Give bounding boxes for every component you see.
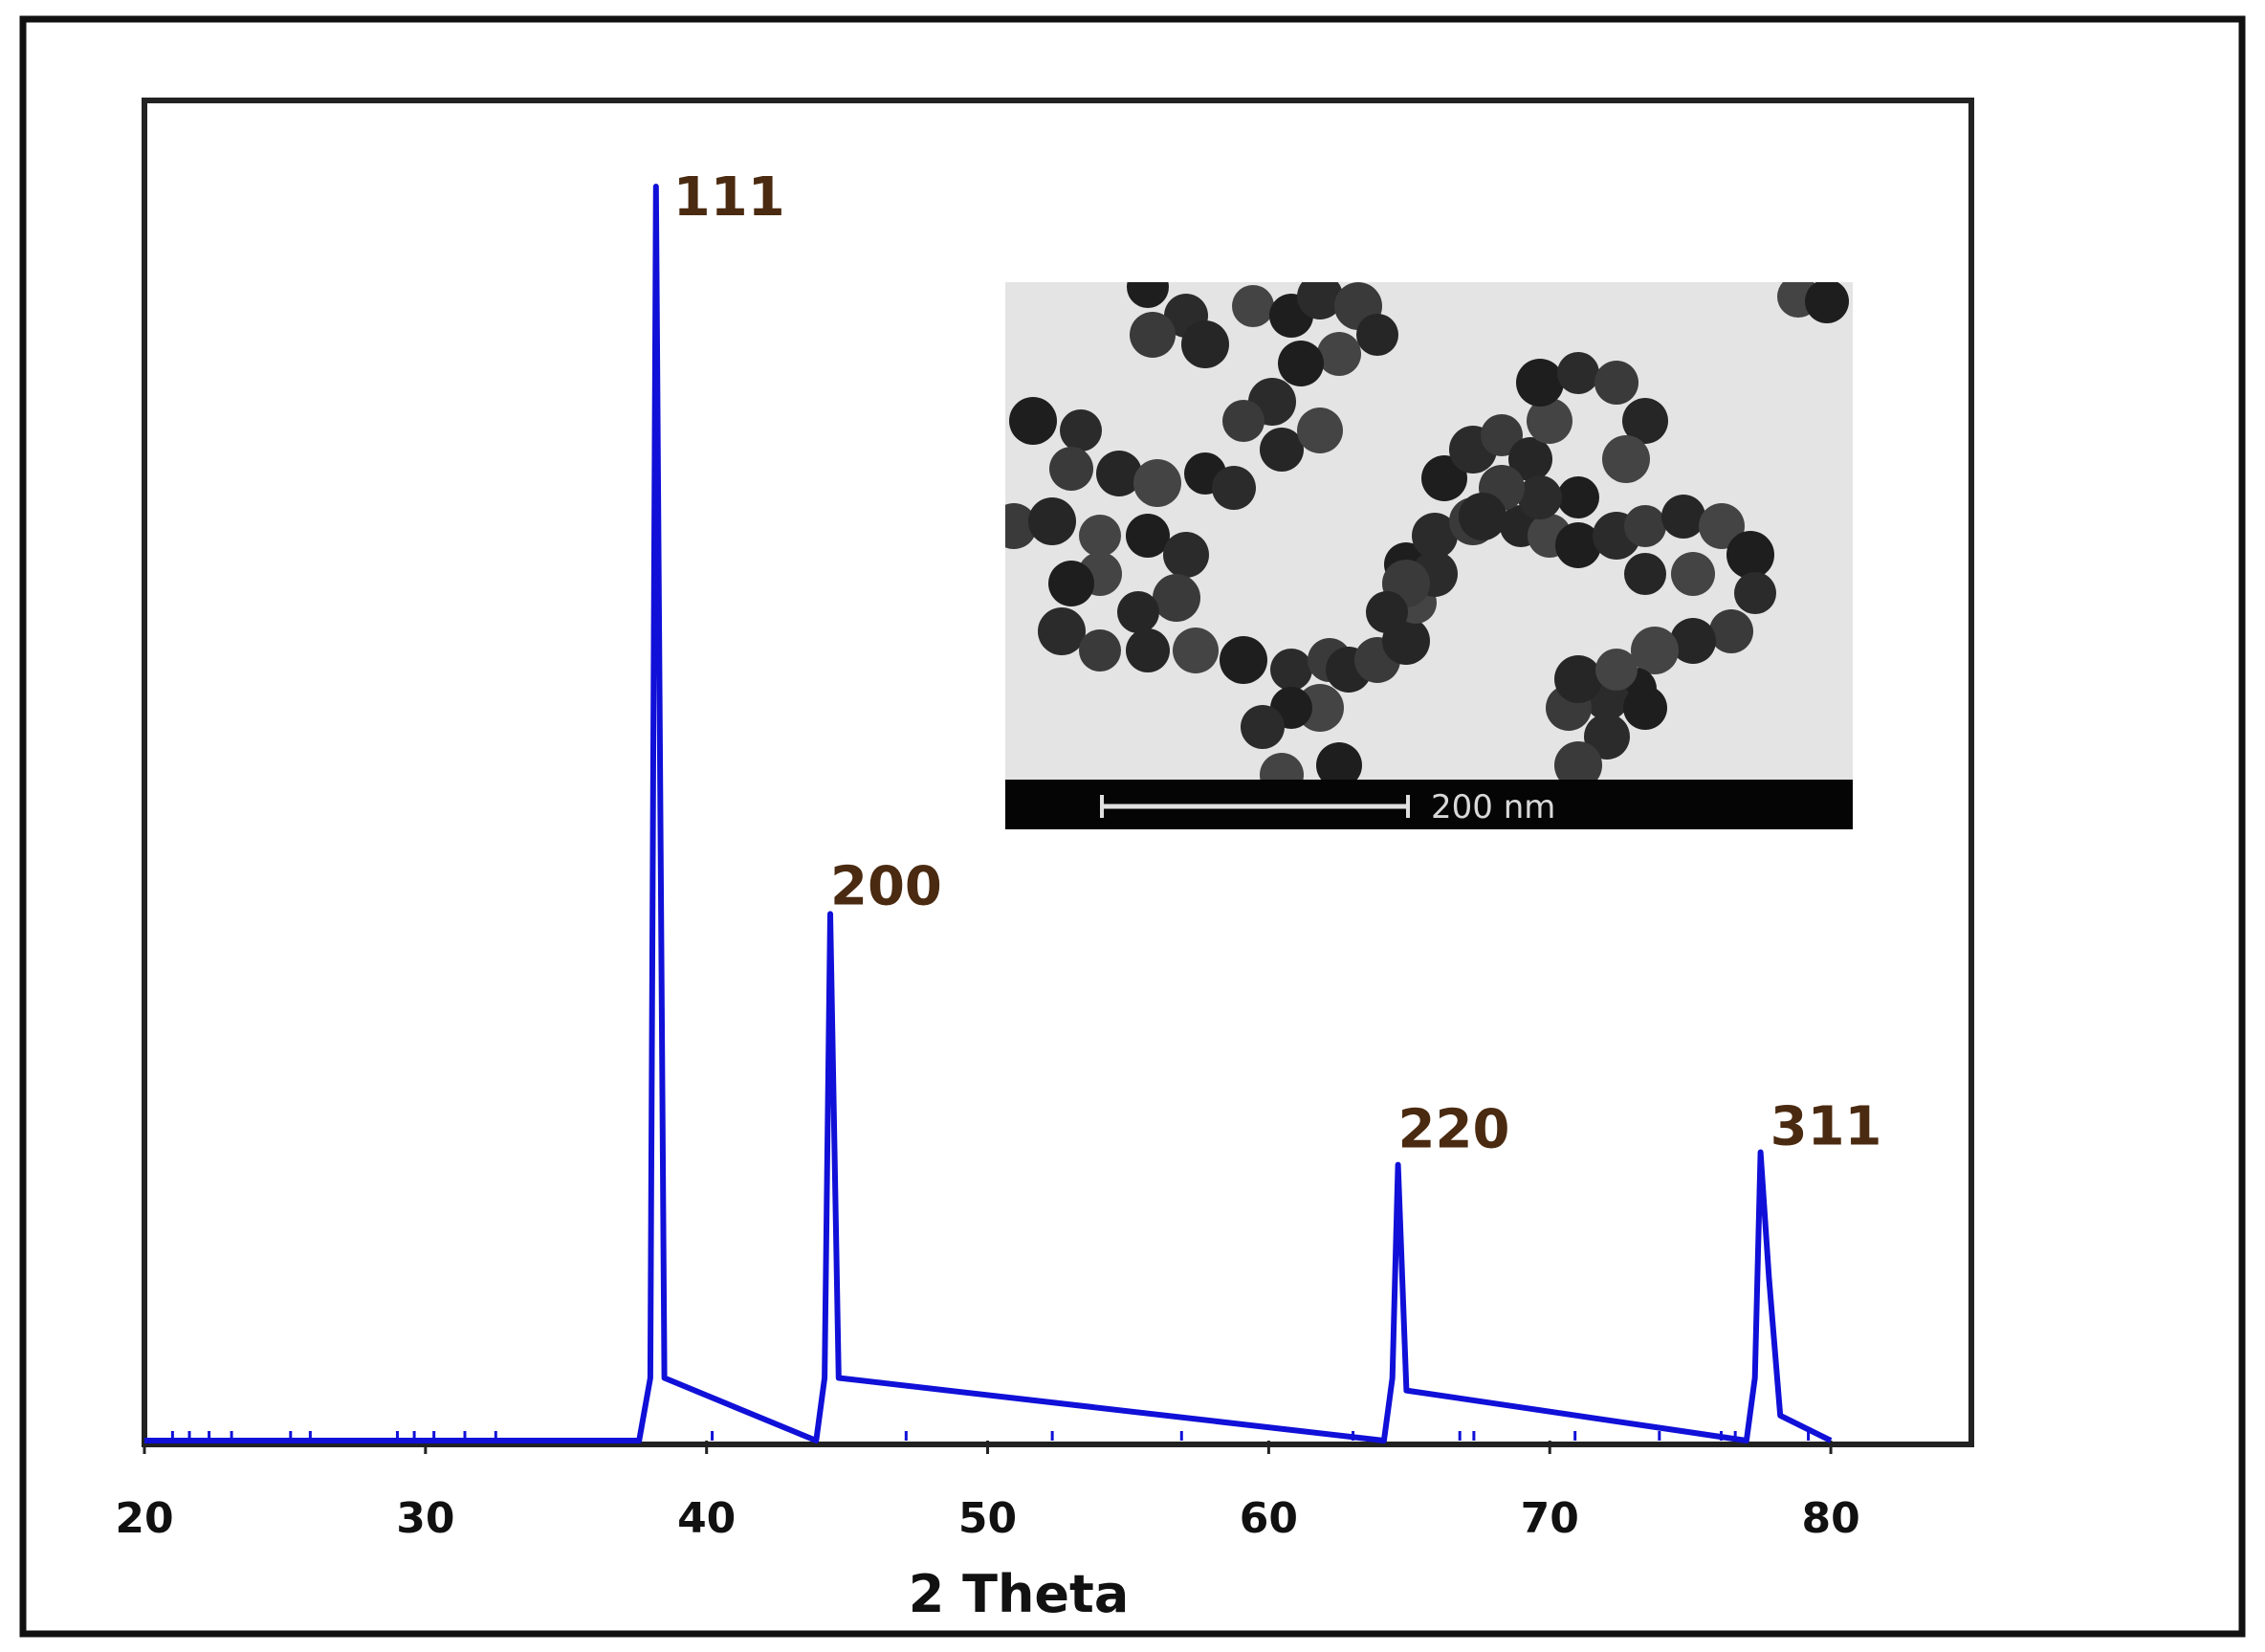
nanoparticle [1270,649,1312,691]
x-tick-label: 70 [1521,1494,1579,1543]
nanoparticle [1624,505,1666,547]
nanoparticle [1671,552,1715,596]
nanoparticle [1366,591,1408,633]
nanoparticles [1005,282,1849,797]
nanoparticle [1518,475,1562,519]
nanoparticle [1709,609,1753,653]
nanoparticle [1048,561,1094,606]
nanoparticle [1153,574,1200,622]
nanoparticle [1594,361,1638,405]
nanoparticle [1220,636,1267,684]
x-tick-label: 20 [115,1494,173,1543]
nanoparticle [1163,532,1209,578]
nanoparticle [1459,493,1506,540]
nanoparticle [1555,522,1601,568]
x-tick-label: 50 [958,1494,1017,1543]
nanoparticle [1241,705,1285,749]
nanoparticle [1527,398,1572,444]
nanoparticle [1557,476,1599,518]
nanoparticle [1096,451,1142,496]
peak-labels: 111 200 220 311 [673,166,1882,1161]
nanoparticle [1622,398,1668,444]
nanoparticle [1278,341,1324,386]
nanoparticle [1317,332,1361,376]
x-axis-title: 2 Theta [909,1564,1130,1624]
peak-label-111: 111 [673,166,785,229]
nanoparticle [1356,314,1398,356]
nanoparticle [1595,649,1638,691]
nanoparticle [1508,437,1552,481]
nanoparticle [1624,553,1666,595]
nanoparticle [1060,409,1102,452]
nanoparticle [1661,495,1705,539]
nanoparticle [1079,629,1121,672]
nanoparticle [1212,466,1256,510]
x-tick-label: 60 [1240,1494,1298,1543]
nanoparticle [1181,320,1229,368]
x-tick-label: 40 [677,1494,736,1543]
nanoparticle [1009,397,1057,445]
nanoparticle [1554,741,1602,789]
nanoparticle [1260,428,1304,472]
nanoparticle [1005,503,1037,549]
nanoparticle [1412,513,1458,559]
nanoparticle [1670,618,1716,664]
nanoparticle [1699,503,1745,549]
nanoparticle [1734,572,1776,614]
nanoparticle [1222,400,1264,442]
peak-label-220: 220 [1398,1099,1510,1161]
nanoparticle [1805,282,1849,323]
nanoparticle [1127,282,1169,308]
nanoparticle [1173,628,1219,673]
x-axis: 20 30 40 50 60 70 80 [115,1441,1860,1543]
nanoparticle [1516,359,1564,407]
nanoparticle [1316,742,1362,788]
nanoparticle [1130,312,1176,358]
scale-bar-label: 200 nm [1431,788,1555,826]
peak-label-200: 200 [830,855,942,917]
x-tick-label: 80 [1801,1494,1859,1543]
nanoparticle [1028,497,1076,545]
nanoparticle [1421,455,1467,501]
nanoparticle [1557,352,1599,394]
nanoparticle [1554,655,1602,703]
nanoparticle [1602,435,1650,483]
nanoparticle [1126,514,1170,558]
x-tick-label: 30 [396,1494,454,1543]
nanoparticle [1126,628,1170,672]
nanoparticle [1623,686,1667,730]
nanoparticle [1297,407,1343,453]
nanoparticle [1726,531,1774,579]
tem-inset-image: 200 nm [1005,282,1853,829]
nanoparticle [1049,447,1093,491]
nanoparticle [1481,414,1523,456]
nanoparticle [1038,607,1086,655]
series-line-xrd-pattern [144,184,1833,1443]
nanoparticle [1117,591,1159,633]
nanoparticle [1232,285,1274,327]
nanoparticle [1079,515,1121,557]
nanoparticle [1584,714,1630,760]
nanoparticle [1133,459,1181,507]
nanoparticle [1297,282,1343,319]
nanoparticle [1631,627,1679,674]
peak-label-311: 311 [1770,1095,1882,1157]
